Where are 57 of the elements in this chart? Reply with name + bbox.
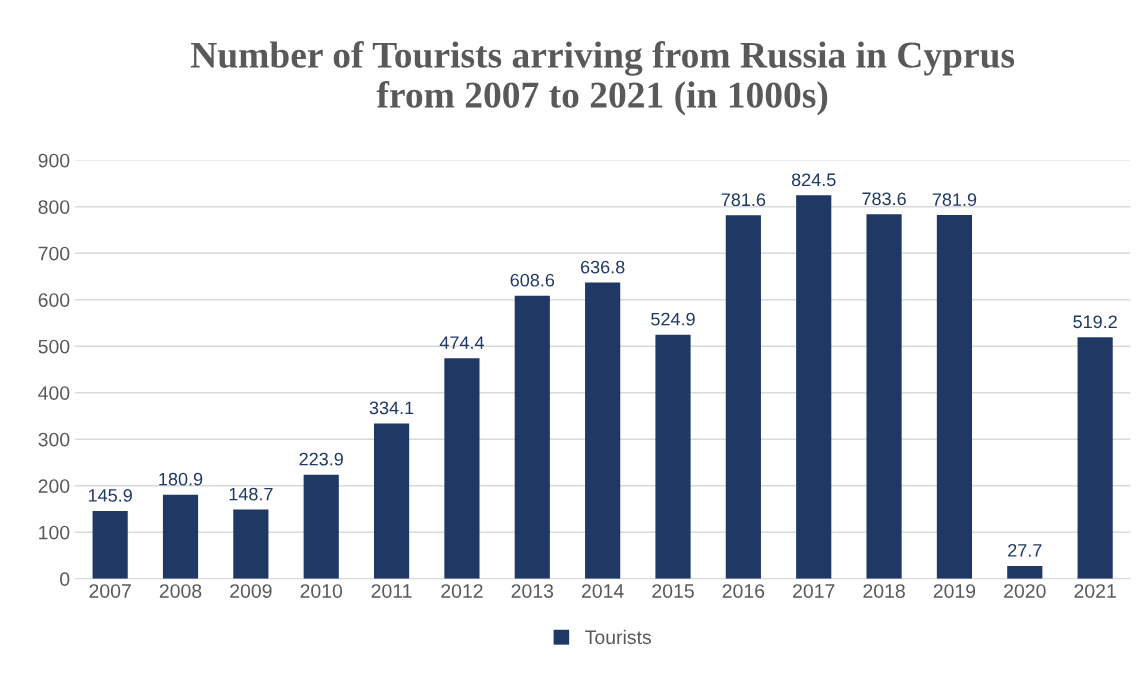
bar [373, 423, 410, 579]
y-tick-label: 0 [60, 572, 70, 587]
x-tick-label: 2018 [863, 584, 905, 598]
y-tick-label: 600 [38, 293, 70, 307]
x-tick-label: 2015 [652, 584, 694, 598]
x-tick-label: 2020 [1004, 584, 1046, 598]
bar [585, 282, 621, 579]
bar [1077, 337, 1113, 579]
y-tick-label: 800 [38, 200, 70, 214]
bar [303, 474, 339, 579]
x-tick-label: 2007 [89, 584, 131, 598]
bar [162, 494, 199, 579]
x-tick-label: 2021 [1074, 584, 1116, 598]
y-tick-label: 300 [38, 432, 70, 447]
bar [725, 215, 761, 579]
x-tick-label: 2011 [371, 584, 412, 598]
bar [936, 215, 973, 579]
data-label: 27.7 [1008, 543, 1042, 557]
bar [444, 358, 480, 579]
y-tick-label: 200 [38, 479, 70, 493]
data-label: 474.4 [439, 336, 484, 349]
x-tick-label: 2014 [582, 584, 624, 598]
data-label: 148.7 [229, 487, 273, 501]
x-tick-label: 2016 [722, 584, 765, 598]
data-label: 180.9 [159, 472, 203, 486]
bar [866, 214, 902, 579]
data-label: 519.2 [1073, 315, 1117, 329]
data-label: 636.8 [580, 260, 625, 274]
bar [796, 195, 832, 579]
bar [233, 509, 269, 579]
y-tick-label: 500 [38, 339, 70, 354]
data-label: 524.9 [651, 312, 695, 326]
y-tick-label: 100 [39, 525, 70, 540]
bar [655, 334, 691, 579]
bar [1007, 565, 1043, 579]
chart-title: Number of Tourists arriving from Russia in Cyprus from 2007 to 2021 (in 1000s) [190, 41, 1015, 116]
y-tick-label: 900 [38, 153, 70, 168]
data-label: 145.9 [88, 489, 132, 502]
data-label: 223.9 [299, 452, 343, 466]
y-tick-label: 400 [38, 386, 70, 400]
bar [92, 510, 128, 579]
x-tick-label: 2012 [441, 584, 483, 598]
y-tick-label: 700 [38, 246, 70, 261]
data-label: 783.6 [862, 192, 906, 206]
legend-label: Tourists [585, 629, 651, 645]
data-label: 781.6 [721, 193, 766, 207]
x-tick-label: 2008 [159, 584, 202, 598]
x-tick-label: 2019 [933, 584, 976, 598]
data-label: 334.1 [369, 401, 414, 415]
x-tick-label: 2013 [511, 584, 554, 598]
data-label: 781.9 [932, 193, 977, 206]
x-tick-label: 2010 [300, 584, 343, 598]
x-tick-label: 2017 [793, 584, 835, 598]
data-label: 824.5 [791, 173, 836, 187]
bar [514, 295, 550, 579]
x-tick-label: 2009 [230, 584, 272, 598]
data-label: 608.6 [510, 273, 555, 287]
